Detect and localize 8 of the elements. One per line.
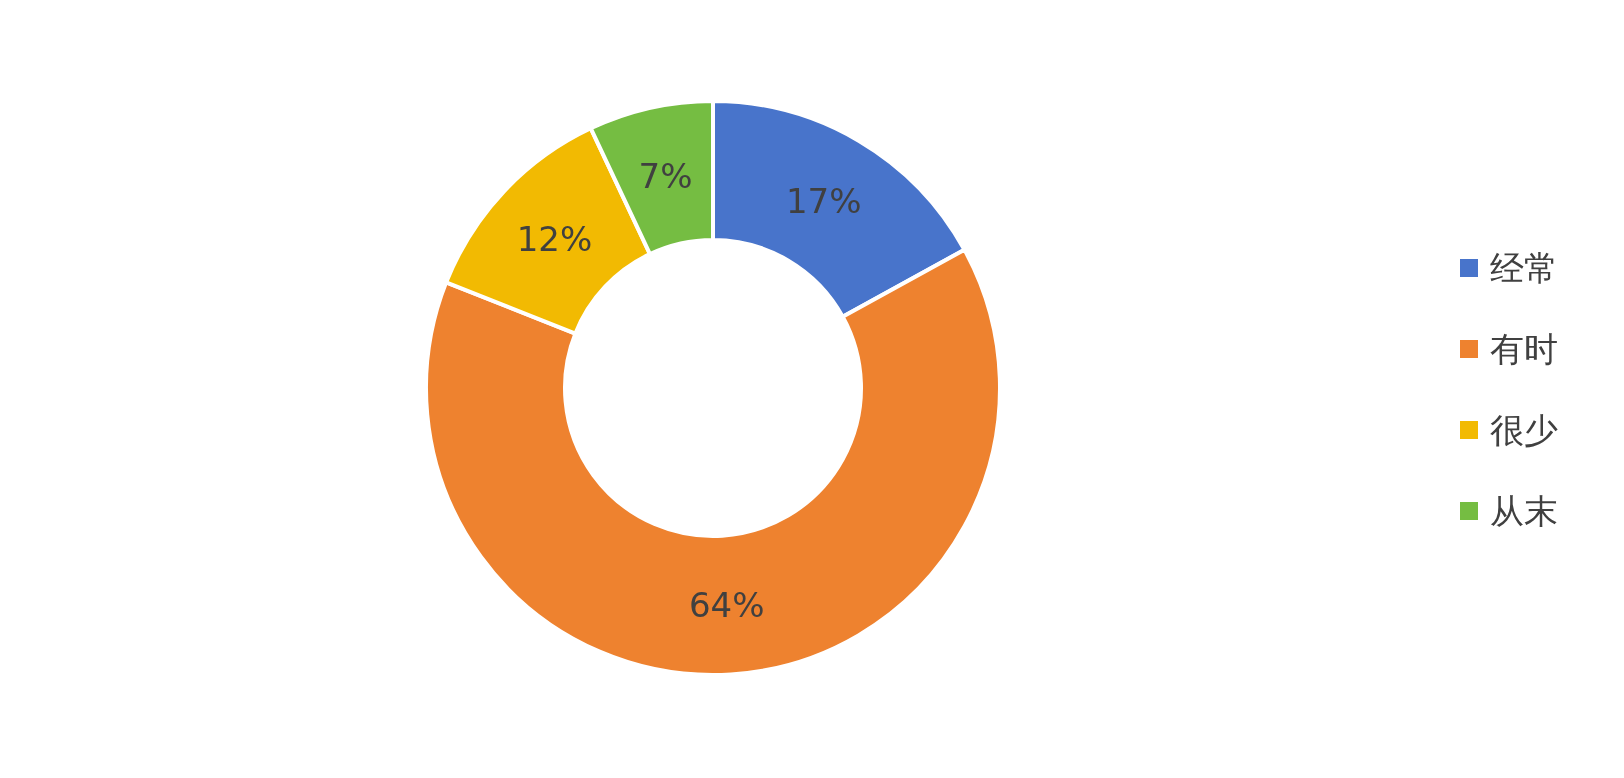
data-label: 7% xyxy=(638,155,693,196)
legend-label: 有时 xyxy=(1490,329,1558,369)
legend-label: 从末 xyxy=(1490,491,1558,531)
data-label: 64% xyxy=(688,585,765,626)
data-label: 17% xyxy=(785,180,862,221)
legend-label: 很少 xyxy=(1490,410,1558,450)
data-label: 12% xyxy=(516,219,593,260)
legend-label: 经常 xyxy=(1490,248,1558,288)
